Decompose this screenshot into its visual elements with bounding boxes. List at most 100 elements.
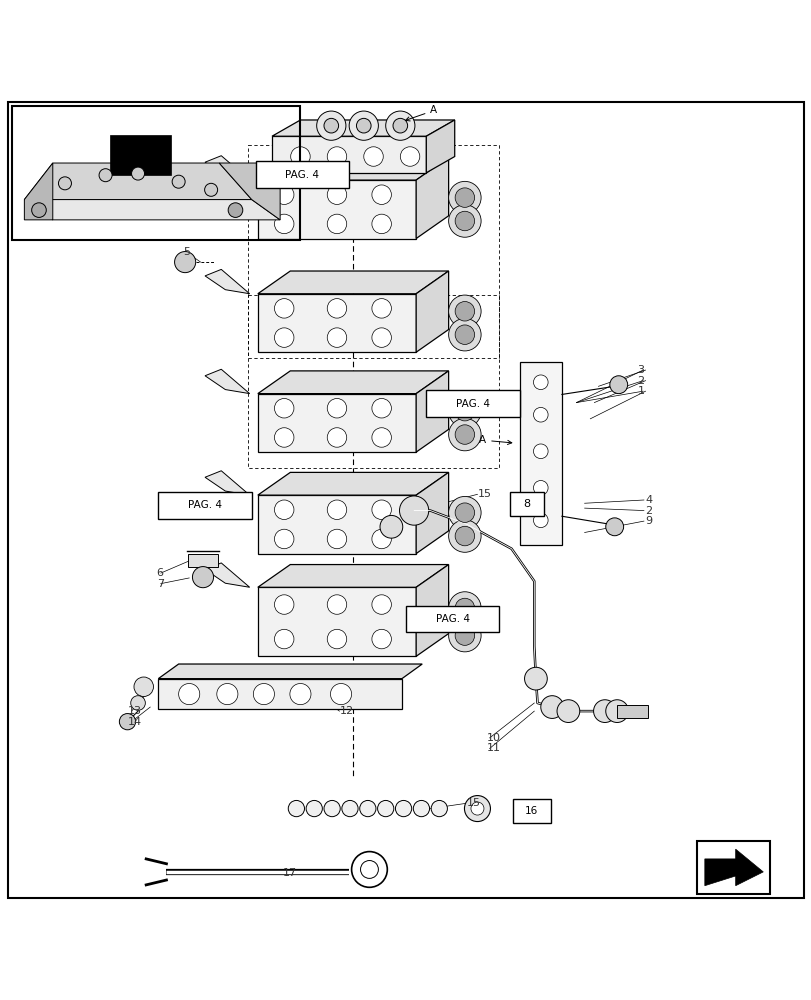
Circle shape <box>288 800 304 817</box>
Circle shape <box>593 700 616 722</box>
Circle shape <box>327 629 346 649</box>
Circle shape <box>327 299 346 318</box>
Circle shape <box>327 214 346 234</box>
Bar <box>513 799 550 823</box>
Circle shape <box>454 401 474 421</box>
Text: 16: 16 <box>525 806 538 816</box>
Circle shape <box>217 684 238 705</box>
Polygon shape <box>204 563 249 587</box>
Polygon shape <box>204 369 249 394</box>
Polygon shape <box>204 269 249 294</box>
Circle shape <box>204 183 217 196</box>
Polygon shape <box>258 271 448 294</box>
Circle shape <box>609 376 627 394</box>
Circle shape <box>274 185 294 204</box>
Polygon shape <box>258 157 448 180</box>
Polygon shape <box>426 120 454 173</box>
Text: 8: 8 <box>523 499 530 509</box>
Bar <box>255 161 349 188</box>
Text: 17: 17 <box>282 868 296 878</box>
Circle shape <box>540 696 563 718</box>
Circle shape <box>324 118 338 133</box>
Circle shape <box>400 147 419 166</box>
Text: A: A <box>478 435 511 445</box>
Circle shape <box>274 328 294 347</box>
Polygon shape <box>109 135 170 175</box>
Polygon shape <box>188 554 217 567</box>
Circle shape <box>605 700 628 722</box>
Circle shape <box>448 619 480 652</box>
Circle shape <box>454 598 474 618</box>
Polygon shape <box>158 664 422 679</box>
Circle shape <box>448 592 480 624</box>
Circle shape <box>533 444 547 459</box>
Circle shape <box>131 167 144 180</box>
Circle shape <box>371 428 391 447</box>
Bar <box>158 492 251 519</box>
Circle shape <box>448 181 480 214</box>
Circle shape <box>134 677 153 697</box>
Circle shape <box>454 626 474 645</box>
Circle shape <box>399 496 428 525</box>
Circle shape <box>393 118 407 133</box>
Text: 1: 1 <box>637 386 644 396</box>
Circle shape <box>351 852 387 887</box>
Circle shape <box>274 214 294 234</box>
Bar <box>426 390 519 417</box>
Circle shape <box>360 861 378 878</box>
Circle shape <box>448 318 480 351</box>
Polygon shape <box>258 472 448 495</box>
Circle shape <box>454 503 474 522</box>
Bar <box>696 841 769 894</box>
Bar <box>509 492 543 516</box>
Text: 11: 11 <box>487 743 500 753</box>
Circle shape <box>327 428 346 447</box>
Circle shape <box>533 407 547 422</box>
Circle shape <box>533 375 547 390</box>
Circle shape <box>327 328 346 347</box>
Circle shape <box>327 147 346 166</box>
Circle shape <box>290 684 311 705</box>
Circle shape <box>380 515 402 538</box>
Circle shape <box>448 205 480 237</box>
Polygon shape <box>616 705 647 718</box>
Text: PAG. 4: PAG. 4 <box>188 500 221 510</box>
Circle shape <box>448 418 480 451</box>
Polygon shape <box>158 679 401 709</box>
Text: A: A <box>405 105 437 121</box>
Polygon shape <box>272 136 426 173</box>
Text: 5: 5 <box>183 247 191 257</box>
Circle shape <box>274 595 294 614</box>
Polygon shape <box>24 200 280 220</box>
Circle shape <box>274 500 294 519</box>
Text: 6: 6 <box>157 568 164 578</box>
Circle shape <box>172 175 185 188</box>
Circle shape <box>349 111 378 140</box>
Polygon shape <box>415 371 448 452</box>
Circle shape <box>327 398 346 418</box>
Circle shape <box>371 214 391 234</box>
Circle shape <box>431 800 447 817</box>
Circle shape <box>533 481 547 495</box>
Circle shape <box>356 118 371 133</box>
Polygon shape <box>258 180 415 239</box>
Text: 15: 15 <box>466 798 480 808</box>
Circle shape <box>448 295 480 328</box>
Circle shape <box>327 595 346 614</box>
Circle shape <box>253 684 274 705</box>
Circle shape <box>454 325 474 344</box>
Text: 3: 3 <box>637 365 644 375</box>
Circle shape <box>454 302 474 321</box>
Circle shape <box>327 500 346 519</box>
Circle shape <box>371 529 391 549</box>
Text: 2: 2 <box>645 506 652 516</box>
Circle shape <box>316 111 345 140</box>
Text: 9: 9 <box>645 516 652 526</box>
Text: 7: 7 <box>157 579 164 589</box>
Circle shape <box>274 428 294 447</box>
Polygon shape <box>415 271 448 352</box>
Circle shape <box>274 398 294 418</box>
Polygon shape <box>24 163 53 220</box>
Polygon shape <box>219 163 280 220</box>
Circle shape <box>330 684 351 705</box>
